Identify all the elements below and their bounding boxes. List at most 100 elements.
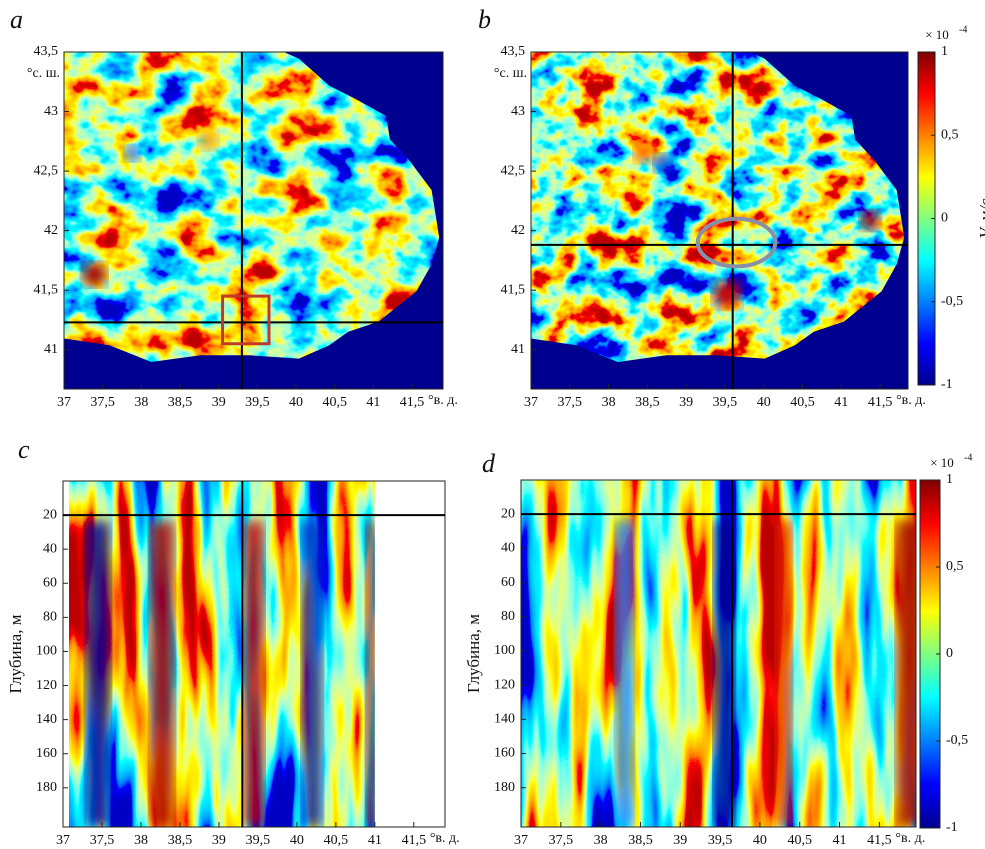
streak <box>365 521 375 827</box>
colorbar-tick-label: -1 <box>941 377 953 392</box>
x-tick-label: 40,5 <box>787 833 812 848</box>
panel-letter: c <box>18 435 30 464</box>
colorbar-tick-label: 0,5 <box>946 559 964 574</box>
colorbar-multiplier: × 10 <box>930 455 954 470</box>
y-tick-label: 43 <box>44 104 58 119</box>
x-tick-label: 41 <box>366 395 380 410</box>
y-tick-label: 140 <box>36 712 57 727</box>
colorbar-tick-label: 1 <box>941 44 948 59</box>
eddy <box>82 262 107 287</box>
x-tick-label: 40,5 <box>322 395 347 410</box>
eddy <box>634 143 655 164</box>
y-unit: °с. ш. <box>27 66 60 81</box>
y-tick-label: 80 <box>43 610 57 625</box>
axes-frame <box>520 479 917 828</box>
axes-frame <box>63 51 444 390</box>
y-tick-label: 42 <box>511 223 525 238</box>
y-tick-label: 140 <box>494 712 515 727</box>
panel-letter: a <box>10 5 23 34</box>
y-tick-label: 180 <box>36 780 57 795</box>
y-tick-label: 60 <box>43 575 57 590</box>
colorbar-tick-label: 1 <box>946 472 953 487</box>
y-tick-label: 180 <box>494 780 515 795</box>
y-tick-label: 42,5 <box>501 163 526 178</box>
x-tick-label: 37,5 <box>558 395 583 410</box>
y-tick-label: 120 <box>494 677 515 692</box>
colorbar-multiplier: × 10 <box>925 27 949 42</box>
y-tick-label: 40 <box>501 541 515 556</box>
y-axis-label: Глубина, м <box>464 614 483 693</box>
y-tick-label: 20 <box>43 507 57 522</box>
x-tick-label: 41,5 <box>400 395 425 410</box>
y-tick-label: 160 <box>36 746 57 761</box>
y-tick-label: 60 <box>501 575 515 590</box>
x-tick-label: 41 <box>833 833 847 848</box>
x-tick-label: 37,5 <box>90 395 115 410</box>
x-tick-label: 39 <box>212 395 226 410</box>
y-tick-label: 42 <box>44 223 58 238</box>
x-tick-label: 40 <box>753 833 767 848</box>
x-tick-label: 37,5 <box>90 833 115 848</box>
x-tick-label: 41,5 <box>868 395 893 410</box>
streak <box>897 520 916 827</box>
streak <box>615 520 634 827</box>
field <box>69 481 375 827</box>
streak <box>714 520 735 827</box>
x-tick-label: 40 <box>289 395 303 410</box>
colorbar-label: V, м/с <box>981 634 985 674</box>
panel: b37 37,5 38 38,5 39 39,5 40 40,5 41 41,5 °в. д.43,… <box>478 5 985 410</box>
streak <box>86 521 111 827</box>
x-tick-label: 41 <box>368 833 382 848</box>
x-tick-label: 37 <box>524 395 538 410</box>
x-tick-label: 39,5 <box>245 395 270 410</box>
x-unit: °в. д. <box>428 393 458 408</box>
panel: c 37 37,5 38 38,5 39 39,5 40 40,5 41 41,5 °в. д. 20 4… <box>6 435 460 848</box>
panel-letter: d <box>482 449 496 478</box>
colorbar-label: V, м/с <box>976 198 985 238</box>
colorbar-tick-label: 0 <box>941 211 948 226</box>
highlight-ellipse <box>695 216 778 269</box>
x-tick-label: 39,5 <box>246 833 271 848</box>
x-tick-label: 41 <box>834 395 848 410</box>
y-tick-label: 41,5 <box>34 282 59 297</box>
x-tick-label: 38 <box>134 833 148 848</box>
x-tick-label: 40,5 <box>324 833 349 848</box>
x-tick-label: 37 <box>57 395 71 410</box>
x-tick-label: 39,5 <box>708 833 733 848</box>
colorbar-tick-label: -1 <box>946 820 958 835</box>
colorbar-tick-label: -0,5 <box>941 294 963 309</box>
colorbar-tick-label: 0,5 <box>941 127 959 142</box>
y-tick-label: 43,5 <box>34 44 59 59</box>
y-tick-label: 120 <box>36 678 57 693</box>
y-tick-label: 160 <box>494 746 515 761</box>
x-tick-label: 37 <box>514 833 528 848</box>
panel-letter: b <box>478 5 491 34</box>
x-tick-label: 40 <box>757 395 771 410</box>
y-axis-label: Глубина, м <box>6 614 25 693</box>
y-tick-label: 43 <box>511 104 525 119</box>
highlight-box <box>221 294 271 346</box>
y-tick-label: 100 <box>494 643 515 658</box>
eddy <box>713 280 742 309</box>
eddy <box>124 145 141 162</box>
panel: d 37 37,5 38 38,5 39 39,5 40 40,5 41 41,5 °в. д. 20 4… <box>464 449 985 848</box>
x-tick-label: 39,5 <box>713 395 738 410</box>
field <box>521 480 916 827</box>
eddy <box>860 210 881 231</box>
x-tick-label: 38,5 <box>168 395 193 410</box>
streak <box>150 521 175 827</box>
streak <box>302 521 323 827</box>
x-tick-label: 39 <box>673 833 687 848</box>
x-tick-label: 39 <box>679 395 693 410</box>
x-unit: °в. д. <box>430 831 460 846</box>
x-tick-label: 38,5 <box>168 833 193 848</box>
x-tick-label: 37 <box>56 833 70 848</box>
field-noise <box>69 481 375 827</box>
axes-frame <box>62 480 446 828</box>
x-tick-label: 38 <box>594 833 608 848</box>
x-tick-label: 37,5 <box>549 833 574 848</box>
x-tick-label: 38,5 <box>635 395 660 410</box>
streak <box>244 521 264 827</box>
x-tick-label: 40,5 <box>790 395 815 410</box>
